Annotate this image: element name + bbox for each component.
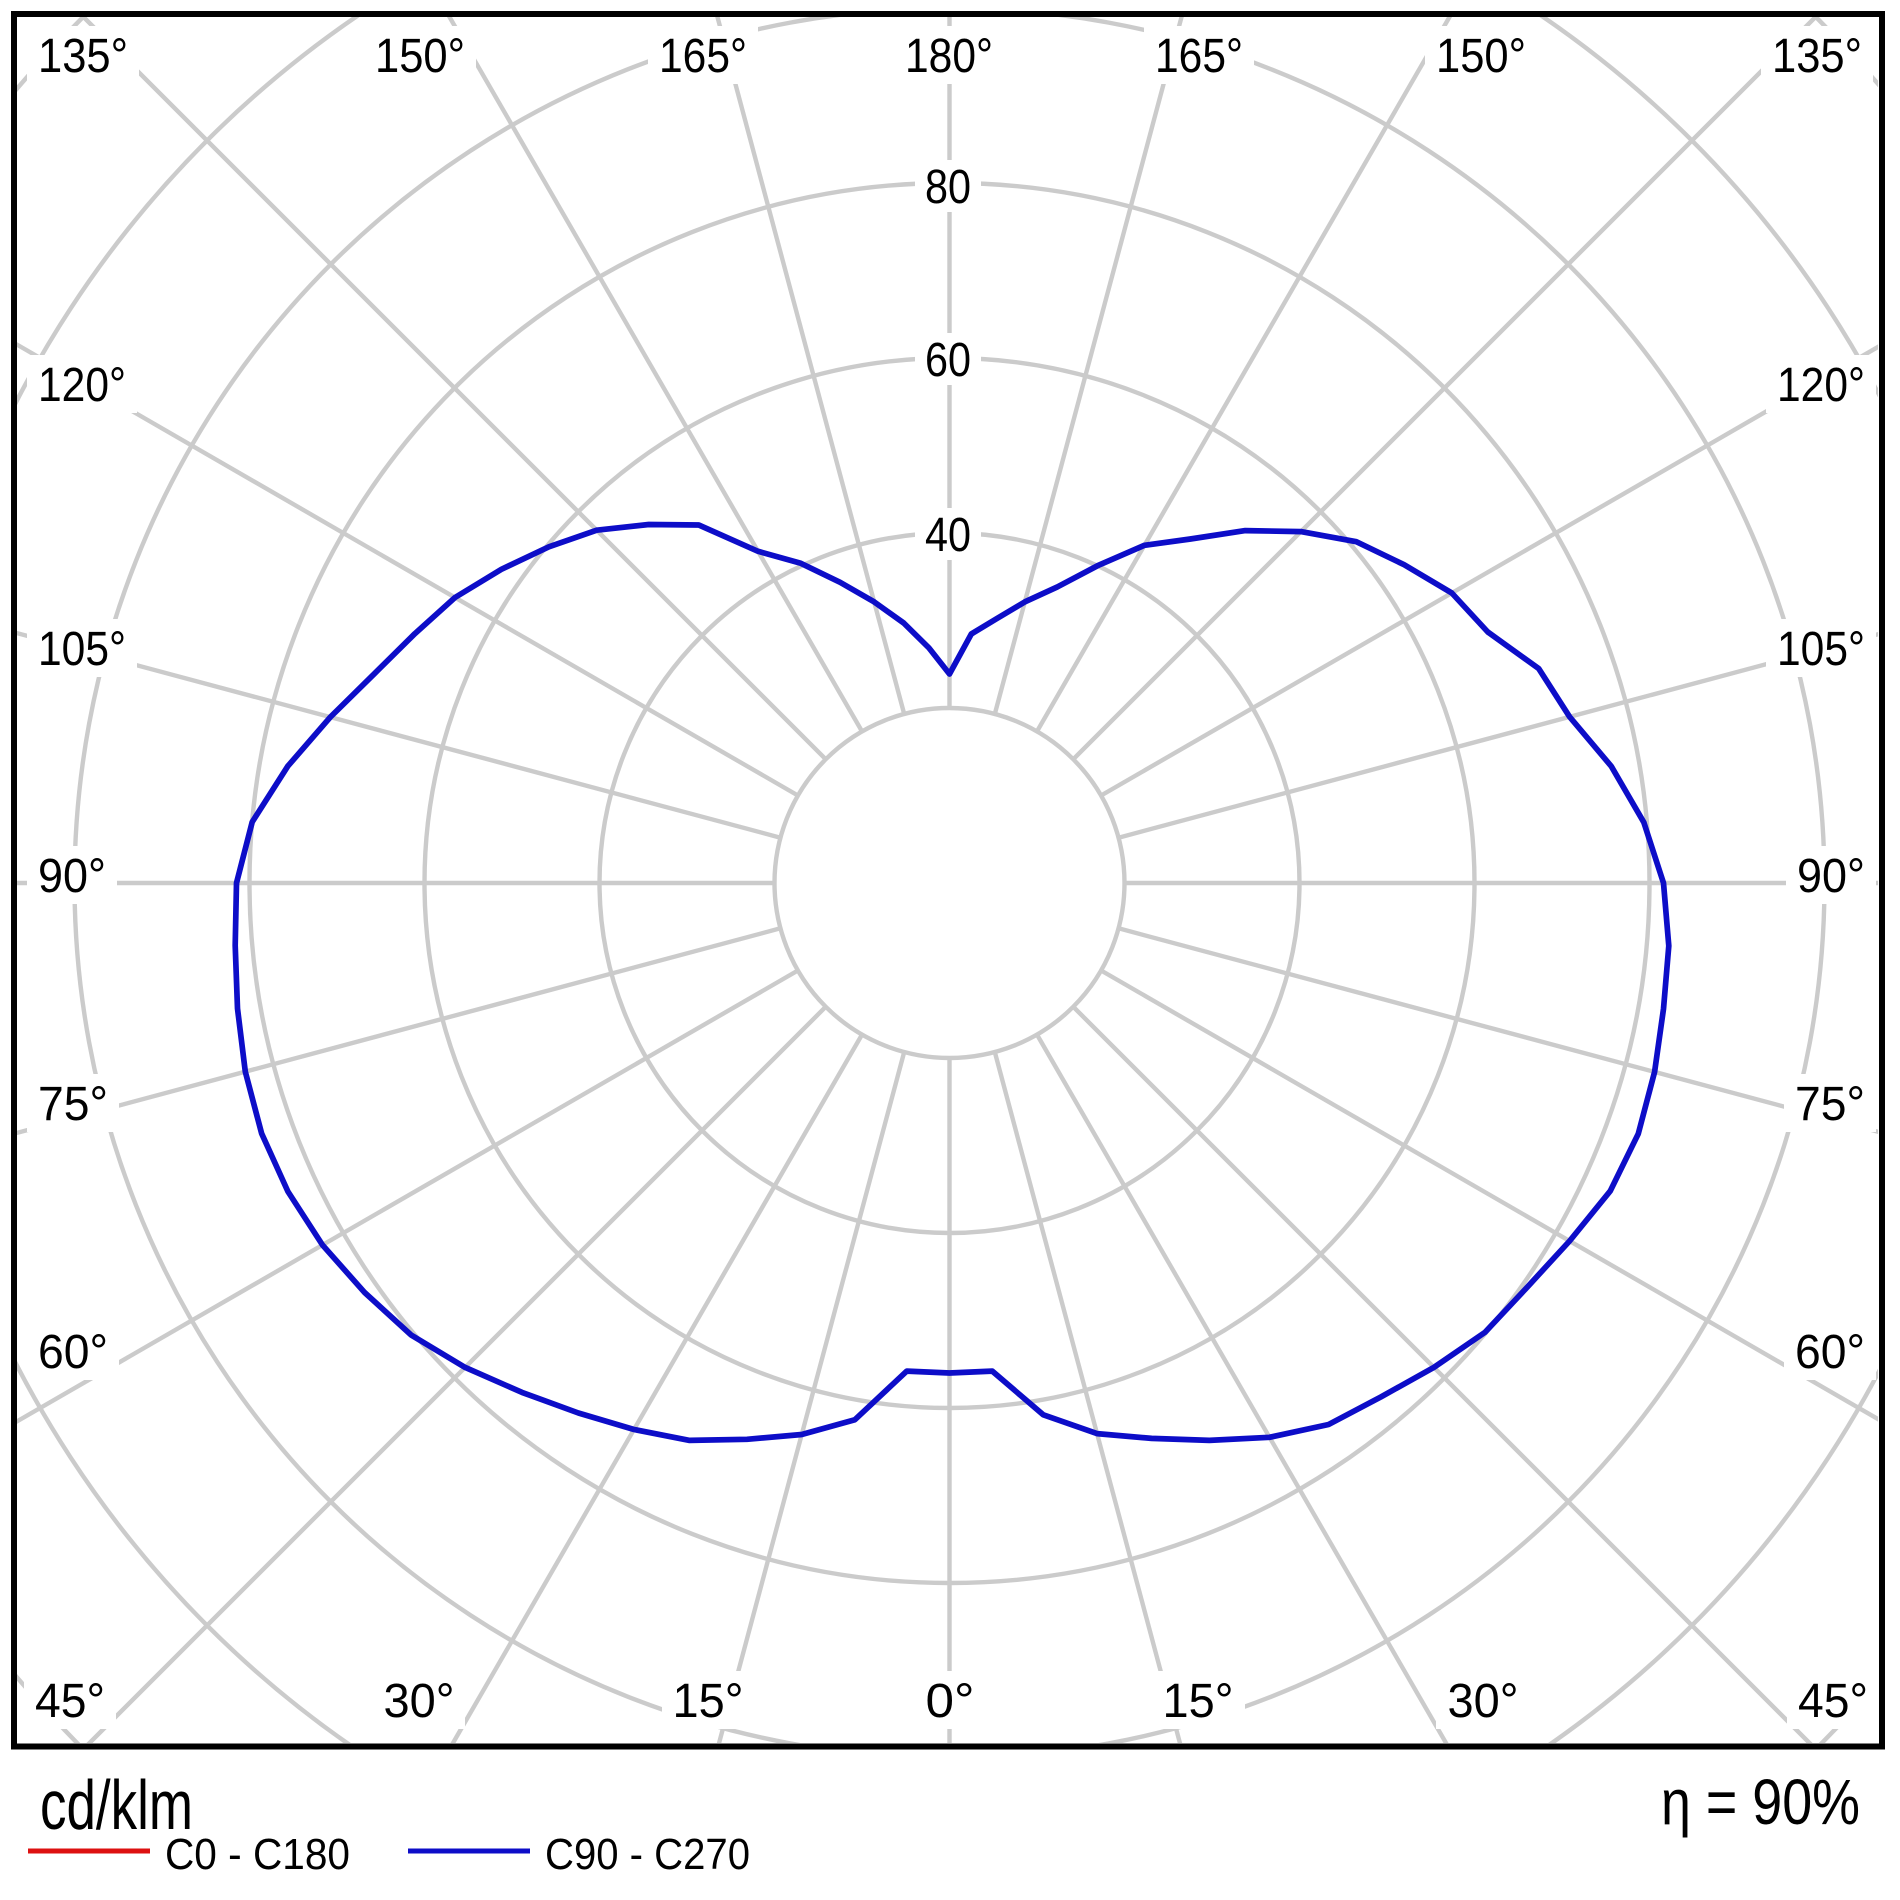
svg-text:15°: 15° — [673, 1675, 744, 1728]
svg-text:60: 60 — [925, 334, 971, 387]
svg-text:165°: 165° — [1155, 30, 1243, 83]
svg-text:C90 - C270: C90 - C270 — [545, 1831, 750, 1879]
svg-text:105°: 105° — [1777, 623, 1865, 676]
svg-text:165°: 165° — [659, 30, 747, 83]
svg-text:75°: 75° — [38, 1078, 108, 1131]
svg-text:60°: 60° — [38, 1326, 108, 1379]
svg-text:90°: 90° — [38, 850, 106, 903]
svg-text:40: 40 — [925, 509, 971, 562]
svg-text:45°: 45° — [35, 1675, 105, 1728]
svg-text:135°: 135° — [1772, 30, 1862, 83]
svg-text:135°: 135° — [38, 30, 128, 83]
svg-text:0°: 0° — [926, 1675, 975, 1728]
svg-text:180°: 180° — [905, 30, 993, 83]
svg-text:120°: 120° — [1777, 359, 1865, 412]
svg-text:75°: 75° — [1795, 1078, 1865, 1131]
svg-text:60°: 60° — [1795, 1326, 1865, 1379]
svg-text:η = 90%: η = 90% — [1661, 1766, 1860, 1838]
svg-text:cd/klm: cd/klm — [40, 1766, 193, 1844]
svg-text:15°: 15° — [1163, 1675, 1234, 1728]
svg-text:80: 80 — [925, 161, 971, 214]
svg-text:105°: 105° — [38, 623, 126, 676]
svg-text:C0 - C180: C0 - C180 — [165, 1831, 350, 1879]
svg-text:30°: 30° — [1448, 1675, 1519, 1728]
svg-text:45°: 45° — [1798, 1675, 1868, 1728]
svg-text:30°: 30° — [384, 1675, 455, 1728]
svg-text:150°: 150° — [1436, 30, 1526, 83]
svg-text:150°: 150° — [375, 30, 465, 83]
svg-text:120°: 120° — [38, 359, 126, 412]
svg-text:90°: 90° — [1797, 850, 1865, 903]
